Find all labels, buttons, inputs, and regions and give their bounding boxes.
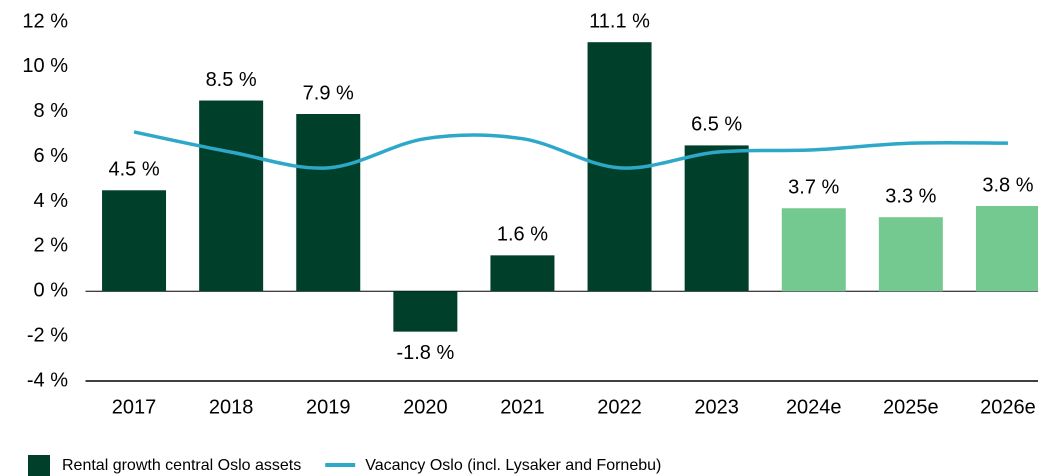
data-label: -1.8 % <box>396 342 454 364</box>
data-label: 3.3 % <box>885 185 936 207</box>
y-tick-label: 8 % <box>34 100 69 122</box>
data-label: 3.8 % <box>982 174 1033 196</box>
legend-label: Vacancy Oslo (incl. Lysaker and Fornebu) <box>365 457 661 474</box>
bar <box>296 113 361 292</box>
y-tick-label: 2 % <box>34 235 69 257</box>
bar <box>393 291 458 332</box>
data-label: 8.5 % <box>206 69 257 91</box>
y-tick-label: -4 % <box>27 369 68 391</box>
x-tick-label: 2025e <box>883 396 939 418</box>
bar <box>199 100 264 292</box>
legend-label: Rental growth central Oslo assets <box>62 457 301 474</box>
data-label: 4.5 % <box>108 159 159 181</box>
data-label: 6.5 % <box>691 114 742 136</box>
data-label: 3.7 % <box>788 177 839 199</box>
y-tick-label: 0 % <box>34 280 69 302</box>
y-tick-label: 12 % <box>22 10 68 32</box>
x-tick-label: 2024e <box>786 396 842 418</box>
x-tick-label: 2021 <box>500 396 545 418</box>
x-tick-label: 2019 <box>306 396 351 418</box>
y-tick-label: -2 % <box>27 324 68 346</box>
x-tick-label: 2022 <box>597 396 642 418</box>
legend: Rental growth central Oslo assets Vacancy… <box>28 455 661 476</box>
bar <box>878 217 943 292</box>
x-tick-label: 2018 <box>209 396 254 418</box>
y-tick-label: 4 % <box>34 190 69 212</box>
line <box>133 130 1008 170</box>
x-tick-label: 2017 <box>112 396 157 418</box>
x-tick-label: 2023 <box>694 396 739 418</box>
legend-swatch <box>28 455 50 476</box>
data-label: 1.6 % <box>497 224 548 246</box>
y-tick-label: 10 % <box>22 55 68 77</box>
x-tick-label: 2026e <box>980 396 1036 418</box>
y-tick-label: 6 % <box>34 145 69 167</box>
bar <box>781 208 846 292</box>
data-label: 11.1 % <box>589 10 650 32</box>
bar <box>975 205 1038 292</box>
bar <box>684 145 749 292</box>
x-tick-label: 2020 <box>403 396 448 418</box>
bar <box>490 255 555 292</box>
data-label: 7.9 % <box>303 82 354 104</box>
bar <box>102 190 167 292</box>
